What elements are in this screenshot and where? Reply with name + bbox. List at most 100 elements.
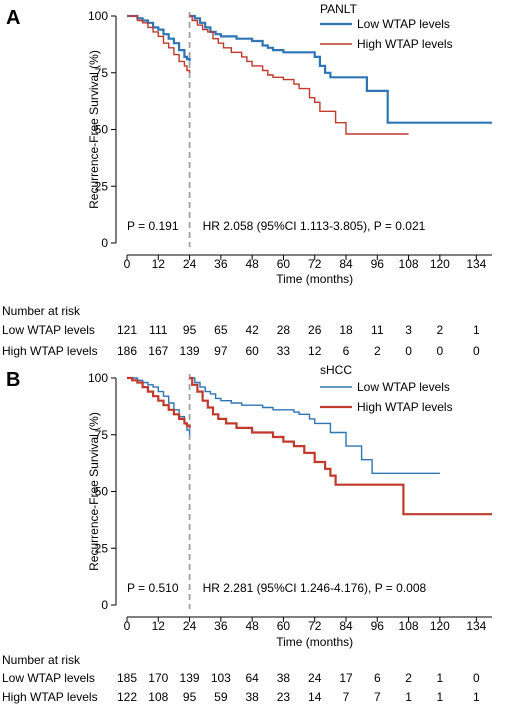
- x-tick-label: 96: [371, 257, 385, 271]
- survival-curve-post-landmark: [189, 14, 492, 124]
- hr-annotation: HR 2.058 (95%CI 1.113-3.805), P = 0.021: [203, 219, 426, 233]
- y-tick-label: 25: [95, 179, 109, 193]
- x-tick-label: 48: [245, 619, 259, 633]
- risk-row-label: High WTAP levels: [2, 344, 98, 358]
- survival-curve-post-landmark: [189, 15, 409, 135]
- x-tick-label: 0: [124, 619, 131, 633]
- panel-subtitle: PANLT: [320, 2, 358, 16]
- x-tick-label: 120: [430, 619, 450, 633]
- risk-row-label: Low WTAP levels: [2, 671, 95, 685]
- risk-count: 24: [308, 671, 322, 685]
- risk-count: 23: [277, 690, 291, 704]
- risk-count: 6: [343, 344, 350, 358]
- survival-curve-pre-landmark: [127, 14, 191, 62]
- panel-letter: B: [6, 369, 20, 391]
- risk-count: 122: [117, 690, 137, 704]
- risk-count: 108: [148, 690, 168, 704]
- risk-count: 65: [214, 323, 228, 337]
- risk-table-title: Number at risk: [2, 653, 81, 667]
- risk-row-label: Low WTAP levels: [2, 323, 95, 337]
- x-tick-label: 72: [308, 619, 322, 633]
- legend-label: High WTAP levels: [357, 37, 453, 51]
- risk-count: 170: [148, 671, 168, 685]
- risk-count: 38: [245, 690, 259, 704]
- risk-count: 121: [117, 323, 137, 337]
- panel-letter: A: [6, 7, 20, 29]
- x-tick-label: 120: [430, 257, 450, 271]
- y-tick-label: 0: [101, 598, 108, 612]
- risk-count: 18: [339, 323, 353, 337]
- risk-count: 7: [343, 690, 350, 704]
- risk-table-title: Number at risk: [2, 304, 81, 318]
- risk-count: 95: [183, 690, 197, 704]
- y-tick-label: 50: [95, 123, 109, 137]
- risk-count: 1: [437, 671, 444, 685]
- y-tick-label: 0: [101, 236, 108, 250]
- y-axis-label: Recurrence-Free Survival (%): [87, 412, 101, 571]
- y-tick-label: 50: [95, 485, 109, 499]
- survival-curve-post-landmark: [189, 377, 440, 474]
- x-tick-label: 108: [399, 257, 419, 271]
- x-tick-label: 72: [308, 257, 322, 271]
- risk-count: 3: [405, 323, 412, 337]
- y-tick-label: 25: [95, 541, 109, 555]
- x-tick-label: 48: [245, 257, 259, 271]
- survival-curve-pre-landmark: [127, 15, 191, 73]
- risk-count: 2: [437, 323, 444, 337]
- x-tick-label: 84: [339, 257, 353, 271]
- risk-count: 185: [117, 671, 137, 685]
- risk-count: 111: [149, 323, 168, 337]
- x-tick-label: 36: [214, 619, 228, 633]
- risk-count: 167: [148, 344, 168, 358]
- risk-count: 33: [277, 344, 291, 358]
- risk-count: 0: [437, 344, 444, 358]
- risk-count: 97: [214, 344, 228, 358]
- x-tick-label: 60: [277, 619, 291, 633]
- risk-count: 38: [277, 671, 291, 685]
- y-axis-label: Recurrence-Free Survival (%): [87, 50, 101, 209]
- risk-count: 2: [374, 344, 381, 358]
- risk-count: 26: [308, 323, 322, 337]
- panel-subtitle: sHCC: [320, 363, 352, 377]
- x-tick-label: 24: [183, 619, 197, 633]
- y-tick-label: 100: [88, 9, 108, 23]
- p-value-pre-landmark: P = 0.510: [127, 581, 179, 595]
- risk-count: 1: [437, 690, 444, 704]
- risk-count: 59: [214, 690, 228, 704]
- risk-count: 139: [180, 671, 200, 685]
- risk-count: 0: [473, 344, 480, 358]
- risk-count: 28: [277, 323, 291, 337]
- x-axis-label: Time (months): [276, 272, 353, 286]
- hr-annotation: HR 2.281 (95%CI 1.246-4.176), P = 0.008: [203, 581, 427, 595]
- x-tick-label: 134: [466, 619, 486, 633]
- x-tick-label: 108: [399, 619, 419, 633]
- x-tick-label: 84: [339, 619, 353, 633]
- risk-row-label: High WTAP levels: [2, 690, 98, 704]
- survival-curve-post-landmark: [189, 376, 492, 516]
- x-tick-label: 36: [214, 257, 228, 271]
- legend-label: Low WTAP levels: [357, 17, 450, 31]
- risk-count: 139: [180, 344, 200, 358]
- risk-count: 1: [473, 323, 480, 337]
- risk-count: 60: [245, 344, 259, 358]
- x-tick-label: 12: [152, 257, 166, 271]
- x-tick-label: 134: [466, 257, 486, 271]
- x-tick-label: 0: [124, 257, 131, 271]
- legend-label: High WTAP levels: [357, 400, 453, 414]
- risk-count: 186: [117, 344, 137, 358]
- risk-count: 14: [308, 690, 322, 704]
- risk-count: 0: [405, 344, 412, 358]
- km-panel-b: B 0 25 50 75 100 Recurrence-Free Survival (%) 0…: [2, 363, 492, 704]
- risk-count: 11: [371, 323, 384, 337]
- risk-count: 17: [339, 671, 353, 685]
- survival-curve-pre-landmark: [127, 376, 191, 428]
- legend-label: Low WTAP levels: [357, 380, 450, 394]
- risk-count: 6: [374, 671, 381, 685]
- risk-count: 0: [473, 671, 480, 685]
- risk-count: 12: [308, 344, 322, 358]
- x-axis-label: Time (months): [276, 635, 353, 649]
- y-tick-label: 100: [88, 371, 108, 385]
- x-tick-label: 12: [152, 619, 166, 633]
